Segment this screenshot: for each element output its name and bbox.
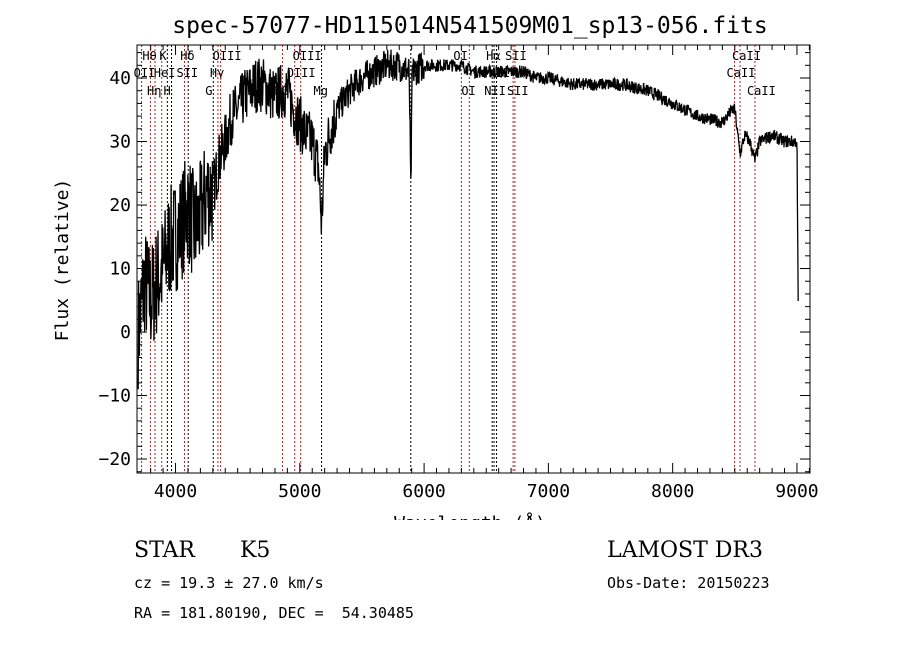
line-label: K [159, 49, 167, 63]
line-label: H [164, 84, 171, 98]
object-subclass: K5 [240, 538, 271, 563]
line-label: CaII [727, 66, 756, 80]
line-label: Hθ [142, 49, 156, 63]
line-label: SII [176, 66, 198, 80]
y-tick-label: 30 [109, 132, 131, 153]
redshift-cz: cz = 19.3 ± 27.0 km/s [134, 574, 324, 592]
line-label: OI [461, 84, 475, 98]
x-tick-label: 8000 [651, 481, 694, 502]
line-label: Hη [147, 84, 161, 98]
line-label: Hδ [180, 49, 194, 63]
x-tick-label: 9000 [775, 481, 818, 502]
line-label: OIII [213, 49, 242, 63]
line-label: Mg [314, 84, 328, 98]
y-tick-label: 0 [120, 322, 131, 343]
y-tick-label: −10 [98, 386, 131, 407]
spectrum-line [137, 49, 799, 390]
object-class: STAR [134, 538, 195, 563]
line-label: G [205, 84, 212, 98]
line-label: CaII [732, 49, 761, 63]
line-label: NII [484, 84, 506, 98]
spectrum-chart: spec-57077-HD115014N541509M01_sp13-056.f… [52, 13, 819, 534]
line-label: HeI [154, 66, 176, 80]
line-label: SII [507, 84, 529, 98]
x-tick-label: 4000 [154, 481, 197, 502]
y-axis-label: Flux (relative) [52, 179, 73, 342]
line-label: Hα [486, 49, 500, 63]
line-label: OIII [293, 49, 322, 63]
x-tick-label: 7000 [527, 481, 570, 502]
ra-dec: RA = 181.80190, DEC = 54.30485 [134, 604, 414, 622]
line-label: OII [134, 66, 156, 80]
x-axis-label: Wavelength (Å) [394, 512, 546, 520]
line-label: CaII [747, 84, 776, 98]
y-tick-label: −20 [98, 449, 131, 470]
line-label: Hγ [210, 66, 224, 80]
x-tick-label: 5000 [278, 481, 321, 502]
line-label: OI [453, 49, 467, 63]
y-tick-label: 40 [109, 68, 131, 89]
y-tick-label: 20 [109, 195, 131, 216]
line-label: SII [505, 49, 527, 63]
y-tick-label: 10 [109, 259, 131, 280]
survey-name: LAMOST DR3 [607, 538, 763, 563]
chart-title: spec-57077-HD115014N541509M01_sp13-056.f… [172, 13, 767, 39]
obs-date: Obs-Date: 20150223 [607, 574, 770, 592]
x-tick-label: 6000 [402, 481, 445, 502]
